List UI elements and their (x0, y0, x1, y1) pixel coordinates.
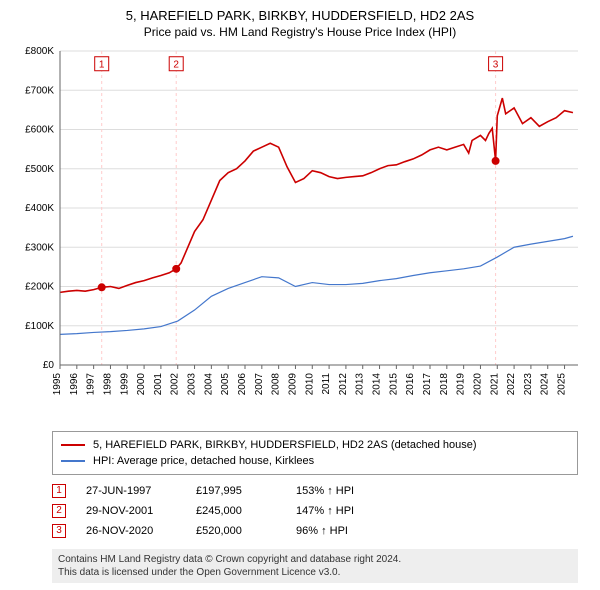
svg-text:2005: 2005 (220, 373, 231, 396)
svg-text:2008: 2008 (271, 373, 282, 396)
sale-badge: 3 (52, 524, 66, 538)
sale-badge: 2 (52, 504, 66, 518)
sale-pct: 153% ↑ HPI (296, 481, 354, 501)
sale-date: 27-JUN-1997 (86, 481, 176, 501)
chart-svg: £0 £100K £200K £300K £400K £500K £600K £700K £80… (12, 45, 588, 425)
sale-row: 3 26-NOV-2020 £520,000 96% ↑ HPI (52, 521, 578, 541)
svg-text:2020: 2020 (472, 373, 483, 396)
svg-text:2015: 2015 (388, 373, 399, 396)
legend-row: 5, HAREFIELD PARK, BIRKBY, HUDDERSFIELD,… (61, 437, 569, 453)
svg-text:2014: 2014 (372, 373, 383, 396)
legend-box: 5, HAREFIELD PARK, BIRKBY, HUDDERSFIELD,… (52, 431, 578, 475)
svg-text:2017: 2017 (422, 373, 433, 396)
svg-text:£500K: £500K (25, 164, 54, 175)
chart-subtitle: Price paid vs. HM Land Registry's House … (12, 25, 588, 39)
svg-text:£400K: £400K (25, 203, 54, 214)
legend-label: 5, HAREFIELD PARK, BIRKBY, HUDDERSFIELD,… (93, 437, 477, 453)
svg-text:£700K: £700K (25, 85, 54, 96)
svg-text:2010: 2010 (304, 373, 315, 396)
svg-text:2011: 2011 (321, 373, 332, 395)
legend-swatch (61, 444, 85, 446)
sale-price: £245,000 (196, 501, 276, 521)
svg-text:2007: 2007 (254, 373, 265, 396)
sales-table: 1 27-JUN-1997 £197,995 153% ↑ HPI 2 29-NOV-20… (52, 481, 578, 541)
legend-row: HPI: Average price, detached house, Kirk… (61, 453, 569, 469)
sale-price: £197,995 (196, 481, 276, 501)
svg-text:£800K: £800K (25, 46, 54, 57)
svg-text:2006: 2006 (237, 373, 248, 396)
svg-text:2009: 2009 (287, 373, 298, 396)
svg-text:1995: 1995 (52, 373, 63, 396)
sale-row: 2 29-NOV-2001 £245,000 147% ↑ HPI (52, 501, 578, 521)
sale-date: 29-NOV-2001 (86, 501, 176, 521)
sale-date: 26-NOV-2020 (86, 521, 176, 541)
svg-text:1: 1 (99, 60, 105, 71)
svg-text:2003: 2003 (187, 373, 198, 396)
svg-text:£200K: £200K (25, 282, 54, 293)
svg-text:2018: 2018 (439, 373, 450, 396)
title-block: 5, HAREFIELD PARK, BIRKBY, HUDDERSFIELD,… (12, 8, 588, 39)
svg-text:1997: 1997 (86, 373, 97, 396)
legend-label: HPI: Average price, detached house, Kirk… (93, 453, 314, 469)
svg-text:£0: £0 (43, 360, 55, 371)
svg-text:£100K: £100K (25, 321, 54, 332)
svg-text:3: 3 (493, 60, 499, 71)
sale-pct: 96% ↑ HPI (296, 521, 348, 541)
sale-price: £520,000 (196, 521, 276, 541)
svg-text:2024: 2024 (540, 373, 551, 396)
svg-text:1999: 1999 (119, 373, 130, 396)
chart-area: £0 £100K £200K £300K £400K £500K £600K £700K £80… (12, 45, 588, 425)
svg-text:2022: 2022 (506, 373, 517, 396)
sale-pct: 147% ↑ HPI (296, 501, 354, 521)
footer-line-1: Contains HM Land Registry data © Crown c… (58, 553, 572, 566)
sale-row: 1 27-JUN-1997 £197,995 153% ↑ HPI (52, 481, 578, 501)
svg-text:2025: 2025 (557, 373, 568, 396)
svg-text:2002: 2002 (170, 373, 181, 396)
chart-title: 5, HAREFIELD PARK, BIRKBY, HUDDERSFIELD,… (12, 8, 588, 23)
svg-text:2023: 2023 (523, 373, 534, 396)
footer-line-2: This data is licensed under the Open Gov… (58, 566, 572, 579)
svg-text:2001: 2001 (153, 373, 164, 396)
svg-text:1996: 1996 (69, 373, 80, 396)
svg-text:£300K: £300K (25, 242, 54, 253)
svg-text:2004: 2004 (203, 373, 214, 396)
svg-text:2000: 2000 (136, 373, 147, 396)
svg-text:£600K: £600K (25, 125, 54, 136)
page-container: 5, HAREFIELD PARK, BIRKBY, HUDDERSFIELD,… (0, 0, 600, 590)
svg-text:2012: 2012 (338, 373, 349, 396)
svg-text:2019: 2019 (456, 373, 467, 396)
svg-text:2021: 2021 (489, 373, 500, 396)
svg-text:2016: 2016 (405, 373, 416, 396)
svg-text:1998: 1998 (102, 373, 113, 396)
sale-badge: 1 (52, 484, 66, 498)
svg-text:2013: 2013 (355, 373, 366, 396)
svg-text:2: 2 (173, 60, 179, 71)
footer-box: Contains HM Land Registry data © Crown c… (52, 549, 578, 583)
legend-swatch (61, 460, 85, 462)
